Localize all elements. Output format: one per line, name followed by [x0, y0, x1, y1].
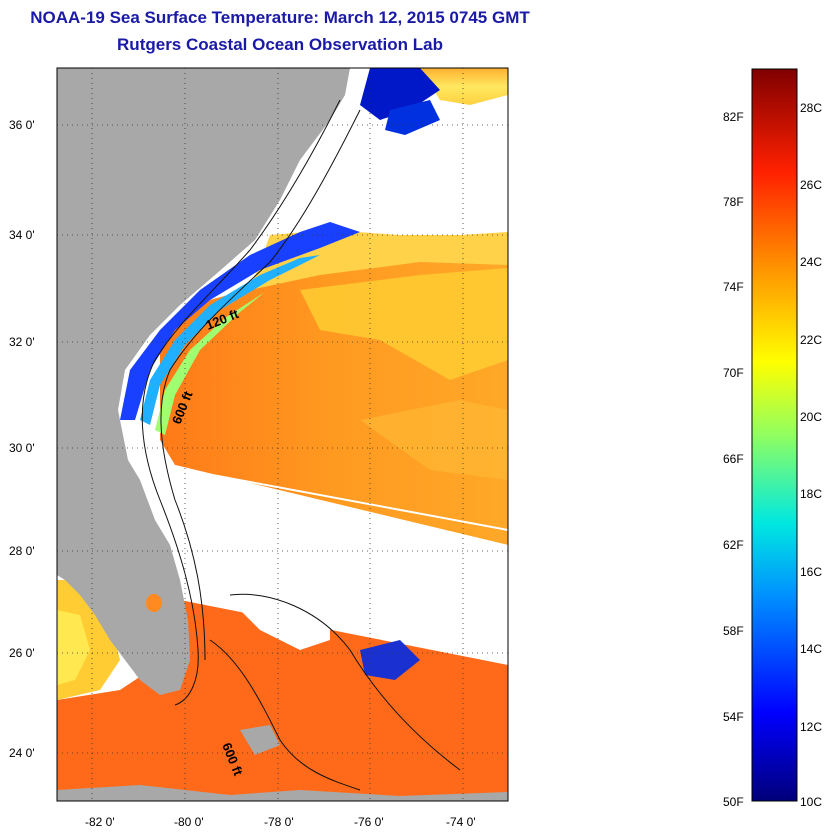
- chart-subtitle: Rutgers Coastal Ocean Observation Lab: [117, 35, 443, 54]
- colorbar-f-label: 74F: [723, 280, 744, 294]
- lon-label: -82 0': [85, 815, 115, 829]
- lon-label: -78 0': [264, 815, 294, 829]
- colorbar-f-label: 54F: [723, 710, 744, 724]
- colorbar-f-label: 78F: [723, 195, 744, 209]
- lat-label: 26 0': [9, 646, 35, 660]
- colorbar-f-label: 50F: [723, 795, 744, 809]
- land-mass: [57, 68, 350, 695]
- lat-label: 34 0': [9, 228, 35, 242]
- lat-label: 36 0': [9, 118, 35, 132]
- colorbar-f-label: 62F: [723, 538, 744, 552]
- colorbar-f-label: 70F: [723, 366, 744, 380]
- lon-label: -76 0': [354, 815, 384, 829]
- colorbar-c-label: 14C: [800, 642, 822, 656]
- lat-label: 32 0': [9, 335, 35, 349]
- colorbar-f-label: 66F: [723, 452, 744, 466]
- colorbar-c-label: 10C: [800, 795, 822, 809]
- colorbar-c-label: 24C: [800, 255, 822, 269]
- colorbar-c-label: 20C: [800, 410, 822, 424]
- lat-label: 28 0': [9, 544, 35, 558]
- colorbar-c-label: 26C: [800, 178, 822, 192]
- lake-okeechobee: [146, 594, 162, 612]
- colorbar-f-label: 82F: [723, 110, 744, 124]
- lat-label: 30 0': [9, 441, 35, 455]
- colorbar: [751, 68, 798, 802]
- colorbar-c-label: 16C: [800, 565, 822, 579]
- colorbar-c-label: 12C: [800, 720, 822, 734]
- lon-label: -74 0': [446, 815, 476, 829]
- lon-label: -80 0': [174, 815, 204, 829]
- colorbar-f-label: 58F: [723, 624, 744, 638]
- map-frame: [56, 67, 509, 802]
- colorbar-c-label: 18C: [800, 487, 822, 501]
- chart-title: NOAA-19 Sea Surface Temperature: March 1…: [30, 8, 530, 27]
- colorbar-c-label: 22C: [800, 333, 822, 347]
- colorbar-c-label: 28C: [800, 101, 822, 115]
- lat-label: 24 0': [9, 746, 35, 760]
- graticule: [57, 68, 508, 801]
